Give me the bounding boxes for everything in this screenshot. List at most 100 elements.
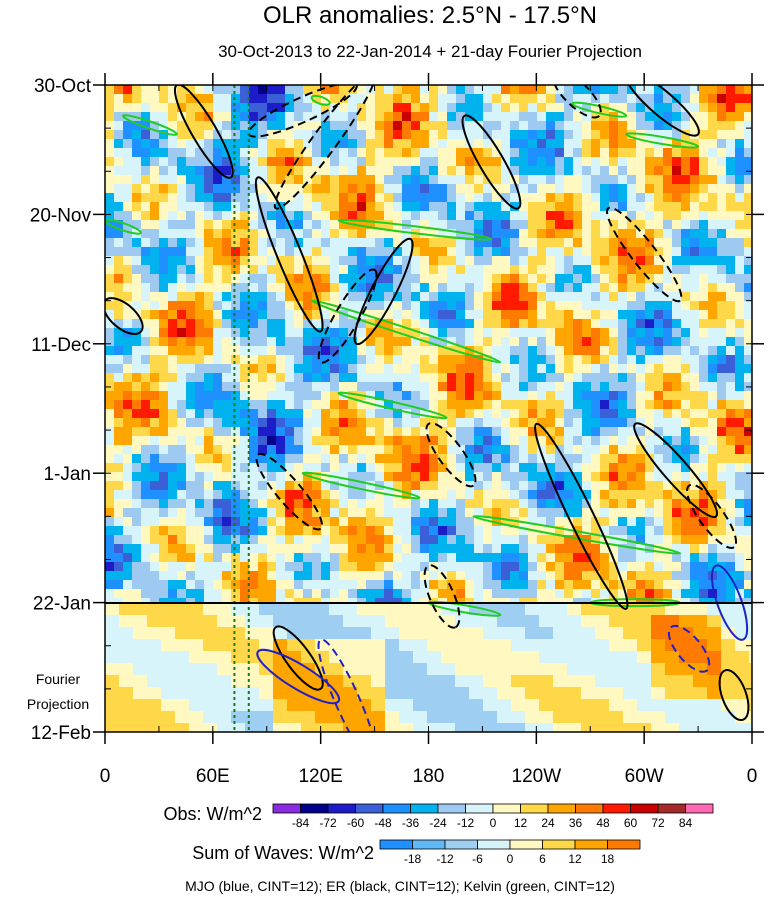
obs-cell bbox=[744, 328, 752, 338]
obs-cell bbox=[663, 166, 673, 176]
obs-cell bbox=[123, 472, 133, 482]
colorbar-swatch bbox=[509, 839, 543, 850]
obs-cell bbox=[168, 292, 178, 302]
projection-cell bbox=[693, 687, 708, 700]
obs-cell bbox=[285, 175, 295, 185]
obs-cell bbox=[690, 238, 700, 248]
obs-cell bbox=[420, 562, 430, 572]
projection-cell bbox=[399, 639, 414, 652]
obs-cell bbox=[195, 202, 205, 212]
obs-cell bbox=[609, 292, 619, 302]
obs-cell bbox=[618, 247, 628, 257]
obs-cell bbox=[699, 175, 709, 185]
obs-cell bbox=[258, 310, 268, 320]
obs-cell bbox=[429, 310, 439, 320]
obs-cell bbox=[456, 310, 466, 320]
obs-cell bbox=[456, 85, 466, 95]
obs-cell bbox=[708, 355, 718, 365]
obs-cell bbox=[267, 193, 277, 203]
colorbar-swatch bbox=[382, 803, 411, 814]
obs-cell bbox=[663, 562, 673, 572]
obs-cell bbox=[528, 184, 538, 194]
obs-cell bbox=[348, 274, 358, 284]
obs-cell bbox=[267, 328, 277, 338]
obs-cell bbox=[393, 148, 403, 158]
obs-cell bbox=[231, 265, 241, 275]
obs-cell bbox=[726, 445, 736, 455]
obs-cell bbox=[564, 427, 574, 437]
obs-cell bbox=[357, 544, 367, 554]
obs-cell bbox=[339, 220, 349, 230]
obs-cell bbox=[699, 202, 709, 212]
obs-cell bbox=[744, 436, 752, 446]
obs-cell bbox=[375, 454, 385, 464]
obs-cell bbox=[717, 166, 727, 176]
obs-cell bbox=[447, 373, 457, 383]
projection-cell bbox=[189, 675, 204, 688]
obs-cell bbox=[519, 328, 529, 338]
obs-cell bbox=[150, 256, 160, 266]
obs-cell bbox=[708, 247, 718, 257]
obs-cell bbox=[105, 463, 115, 473]
obs-cell bbox=[240, 472, 250, 482]
obs-cell bbox=[303, 409, 313, 419]
obs-cell bbox=[276, 139, 286, 149]
obs-cell bbox=[366, 445, 376, 455]
projection-cell bbox=[553, 603, 568, 616]
obs-cell bbox=[609, 472, 619, 482]
obs-cell bbox=[672, 454, 682, 464]
obs-cell bbox=[465, 85, 475, 95]
obs-cell bbox=[321, 229, 331, 239]
obs-cell bbox=[375, 238, 385, 248]
obs-cell bbox=[465, 445, 475, 455]
obs-cell bbox=[195, 283, 205, 293]
obs-cell bbox=[366, 490, 376, 500]
obs-cell bbox=[726, 157, 736, 167]
obs-cell bbox=[105, 292, 115, 302]
obs-cell bbox=[402, 526, 412, 536]
obs-cell bbox=[375, 589, 385, 599]
obs-cell bbox=[258, 139, 268, 149]
obs-cell bbox=[357, 382, 367, 392]
obs-cell bbox=[483, 85, 493, 95]
obs-cell bbox=[366, 499, 376, 509]
obs-cell bbox=[240, 562, 250, 572]
obs-cell bbox=[393, 85, 403, 95]
obs-cell bbox=[348, 337, 358, 347]
projection-cell bbox=[119, 699, 134, 712]
obs-cell bbox=[591, 157, 601, 167]
obs-cell bbox=[177, 490, 187, 500]
obs-cell bbox=[609, 202, 619, 212]
obs-cell bbox=[609, 238, 619, 248]
obs-cell bbox=[411, 139, 421, 149]
obs-cell bbox=[312, 544, 322, 554]
obs-cell bbox=[339, 427, 349, 437]
projection-cell bbox=[511, 723, 526, 732]
obs-cell bbox=[501, 463, 511, 473]
projection-cell bbox=[623, 711, 638, 724]
obs-cell bbox=[348, 553, 358, 563]
obs-cell bbox=[231, 355, 241, 365]
projection-cell bbox=[441, 615, 456, 628]
obs-cell bbox=[348, 373, 358, 383]
obs-cell bbox=[213, 481, 223, 491]
obs-cell bbox=[384, 103, 394, 113]
obs-cell bbox=[537, 274, 547, 284]
colorbar-swatch bbox=[444, 839, 478, 850]
obs-cell bbox=[699, 400, 709, 410]
obs-cell bbox=[330, 526, 340, 536]
obs-cell bbox=[177, 202, 187, 212]
obs-cell bbox=[366, 364, 376, 374]
obs-cell bbox=[321, 247, 331, 257]
obs-cell bbox=[564, 274, 574, 284]
obs-cell bbox=[258, 445, 268, 455]
obs-cell bbox=[276, 454, 286, 464]
obs-cell bbox=[240, 589, 250, 599]
obs-cell bbox=[726, 418, 736, 428]
obs-cell bbox=[375, 175, 385, 185]
obs-cell bbox=[474, 157, 484, 167]
obs-cell bbox=[420, 373, 430, 383]
obs-cell bbox=[204, 184, 214, 194]
obs-cell bbox=[303, 346, 313, 356]
obs-cell bbox=[366, 517, 376, 527]
